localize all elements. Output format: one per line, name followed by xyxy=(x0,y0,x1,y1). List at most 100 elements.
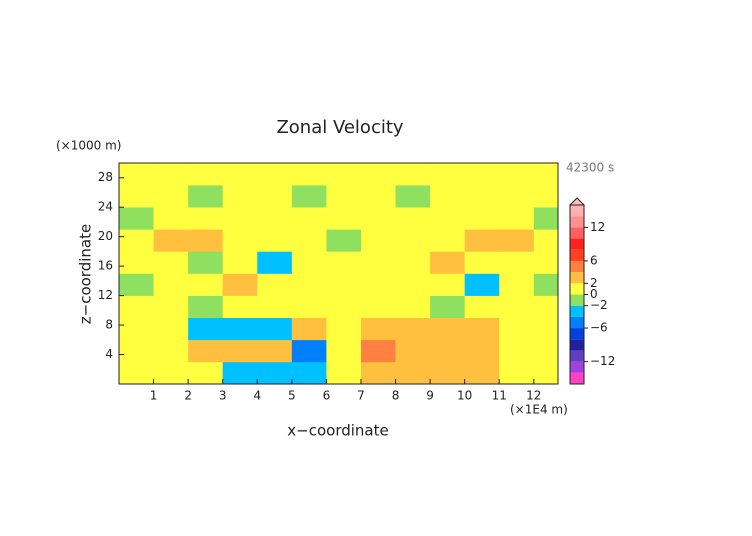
heat-cell xyxy=(360,251,396,274)
heat-cell xyxy=(360,361,396,385)
heat-cell xyxy=(533,185,559,208)
heat-cell xyxy=(326,361,362,385)
heat-cell xyxy=(291,273,327,296)
colorbar-tick-label: 2 xyxy=(590,276,598,290)
x-tick-label: 5 xyxy=(288,389,296,403)
colorbar-band xyxy=(570,350,584,362)
x-tick-label: 7 xyxy=(357,389,365,403)
heat-cell xyxy=(395,251,431,274)
heat-cell xyxy=(326,339,362,363)
heat-cell xyxy=(222,317,258,341)
colorbar-band xyxy=(570,361,584,373)
heat-cell xyxy=(119,361,154,385)
chart-title: Zonal Velocity xyxy=(276,117,403,138)
x-tick-label: 1 xyxy=(150,389,158,403)
x-tick-label: 9 xyxy=(426,389,434,403)
colorbar-band xyxy=(570,216,584,228)
colorbar-band xyxy=(570,339,584,351)
heat-cell xyxy=(499,185,535,208)
heat-cell xyxy=(533,361,559,385)
heat-cell xyxy=(291,361,327,385)
heat-cell xyxy=(533,251,559,274)
heat-cell xyxy=(222,295,258,318)
heat-cell xyxy=(395,361,431,385)
y-tick-label: 20 xyxy=(98,229,113,243)
colorbar-band xyxy=(570,328,584,340)
heat-cell xyxy=(326,207,362,230)
heat-cell xyxy=(464,317,500,341)
heat-cell xyxy=(499,207,535,230)
x-tick-label: 11 xyxy=(492,389,507,403)
heat-cell xyxy=(464,229,500,252)
heat-cell xyxy=(533,163,559,186)
heat-cell xyxy=(430,251,465,274)
heat-cell xyxy=(291,295,327,318)
heat-cell xyxy=(119,317,154,341)
heat-cell xyxy=(360,339,396,363)
heat-cell xyxy=(326,317,362,341)
heat-cell xyxy=(464,207,500,230)
heat-cell xyxy=(291,229,327,252)
colorbar-tick-label: 0 xyxy=(590,287,598,301)
heat-cell xyxy=(153,229,189,252)
x-tick-label: 12 xyxy=(526,389,541,403)
heat-cell xyxy=(430,339,465,363)
heat-cell xyxy=(222,163,258,186)
heat-cell xyxy=(188,361,224,385)
heat-cell xyxy=(430,207,465,230)
heat-cell xyxy=(395,317,431,341)
heat-cell xyxy=(119,295,154,318)
colorbar-band xyxy=(570,227,584,239)
heat-cell xyxy=(188,229,224,252)
colorbar-band xyxy=(570,205,584,217)
y-unit: (×1000 m) xyxy=(56,139,121,153)
heat-cell xyxy=(360,317,396,341)
heat-cell xyxy=(499,317,535,341)
heat-cell xyxy=(533,339,559,363)
heat-cell xyxy=(153,207,189,230)
heat-cell xyxy=(395,163,431,186)
heat-cell xyxy=(119,185,154,208)
heat-cell xyxy=(499,229,535,252)
heat-cell xyxy=(188,295,224,318)
heat-cell xyxy=(395,185,431,208)
colorbar-band xyxy=(570,272,584,284)
heat-cell xyxy=(326,273,362,296)
heat-cell xyxy=(464,339,500,363)
heat-cell xyxy=(257,163,293,186)
heat-cell xyxy=(533,317,559,341)
heat-cell xyxy=(119,163,154,186)
heat-cell xyxy=(291,251,327,274)
y-tick-label: 4 xyxy=(105,347,113,361)
y-tick-label: 12 xyxy=(98,288,113,302)
heat-cell xyxy=(257,207,293,230)
heat-cell xyxy=(499,295,535,318)
colorbar-tick-label: 6 xyxy=(590,253,598,267)
y-axis-label: z−coordinate xyxy=(77,224,95,324)
heat-cell xyxy=(430,273,465,296)
heat-cell xyxy=(257,361,293,385)
heat-cell xyxy=(188,273,224,296)
heat-cell xyxy=(257,273,293,296)
heat-cell xyxy=(291,317,327,341)
heat-cell xyxy=(499,163,535,186)
x-tick-label: 2 xyxy=(184,389,192,403)
heat-cell xyxy=(119,229,154,252)
colorbar-band xyxy=(570,294,584,306)
colorbar-band xyxy=(570,372,584,384)
y-tick-label: 24 xyxy=(98,200,113,214)
heat-cell xyxy=(464,361,500,385)
heat-cell xyxy=(533,295,559,318)
colorbar-tick-label: 12 xyxy=(590,220,605,234)
heat-cell xyxy=(533,229,559,252)
heat-cell xyxy=(222,207,258,230)
heat-cell xyxy=(291,163,327,186)
colorbar-tick-label: −12 xyxy=(590,354,615,368)
heat-cell xyxy=(222,229,258,252)
colorbar-band xyxy=(570,260,584,273)
heat-cell xyxy=(257,185,293,208)
heat-cell xyxy=(188,207,224,230)
colorbar-extend xyxy=(568,197,586,206)
heat-cell xyxy=(430,317,465,341)
